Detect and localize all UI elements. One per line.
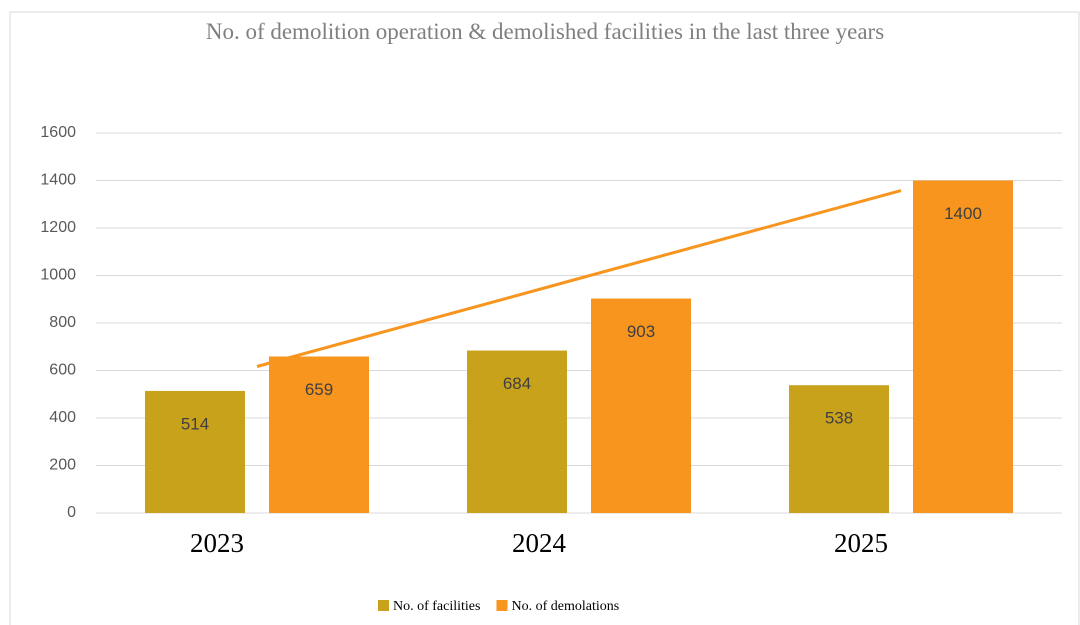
- data-label: 659: [305, 380, 333, 399]
- data-label: 538: [825, 409, 853, 428]
- bar: [145, 390, 245, 513]
- x-tick-label: 2024: [512, 528, 567, 558]
- legend-label: No. of facilities: [393, 599, 480, 614]
- trendline: [256, 189, 902, 368]
- y-tick-label: 1600: [40, 124, 76, 141]
- y-tick-label: 1000: [40, 267, 76, 284]
- data-label: 684: [503, 374, 531, 393]
- y-tick-label: 1400: [40, 172, 76, 189]
- bar: [913, 180, 1013, 513]
- bar: [591, 298, 691, 513]
- y-tick-label: 1200: [40, 219, 76, 236]
- bar: [269, 356, 369, 513]
- legend-label: No. of demolations: [511, 599, 619, 614]
- y-tick-label: 400: [49, 409, 76, 426]
- x-tick-label: 2023: [190, 528, 244, 558]
- chart-title: No. of demolition operation & demolished…: [205, 19, 885, 44]
- x-tick-label: 2025: [834, 528, 888, 558]
- data-label: 903: [627, 322, 655, 341]
- data-label: 514: [181, 414, 209, 433]
- y-tick-label: 0: [67, 504, 76, 521]
- data-label: 1400: [944, 204, 982, 223]
- y-tick-label: 200: [49, 457, 76, 474]
- legend-swatch: [378, 600, 389, 611]
- chart-frame: [9, 11, 1080, 625]
- bar: [467, 350, 567, 513]
- legend-swatch: [496, 600, 508, 611]
- y-tick-label: 800: [49, 314, 76, 331]
- bar: [789, 385, 889, 513]
- y-tick-label: 600: [49, 362, 76, 379]
